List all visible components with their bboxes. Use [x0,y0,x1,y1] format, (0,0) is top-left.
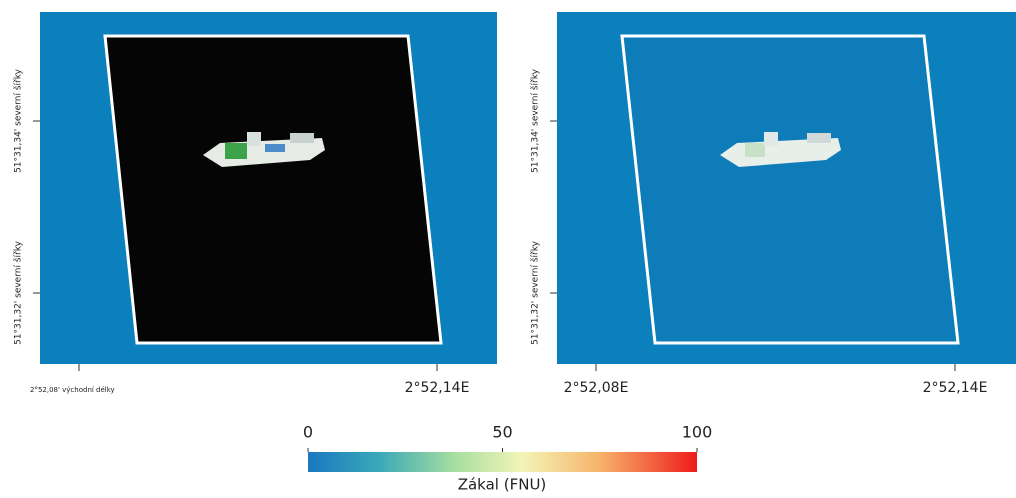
x-label: 2°52,08E [564,380,629,396]
colorbar-gradient [308,452,697,472]
x-label: 2°52,14E [405,380,470,396]
left-panel: 51°31,34' severní šířky 51°31,32' severn… [13,12,498,396]
y-label: 51°31,32' severní šířky [13,240,24,345]
y-label: 51°31,32' severní šířky [530,240,541,345]
y-label: 51°31,34' severní šířky [13,68,24,173]
right-panel: 51°31,34' severní šířky 51°31,32' severn… [530,12,1016,396]
colorbar: Zákal (FNU) 0 50 100 [303,423,712,494]
figure: 51°31,34' severní šířky 51°31,32' severn… [0,0,1016,498]
colorbar-tick-label: 0 [303,423,313,442]
image-footprint [622,36,958,343]
image-footprint [105,36,441,343]
colorbar-label: Zákal (FNU) [458,476,547,494]
x-label: 2°52,14E [923,380,988,396]
x-label: 2°52,08' východní délky [30,386,115,394]
y-label: 51°31,34' severní šířky [530,68,541,173]
colorbar-tick-label: 100 [682,423,713,442]
colorbar-tick-label: 50 [492,423,512,442]
